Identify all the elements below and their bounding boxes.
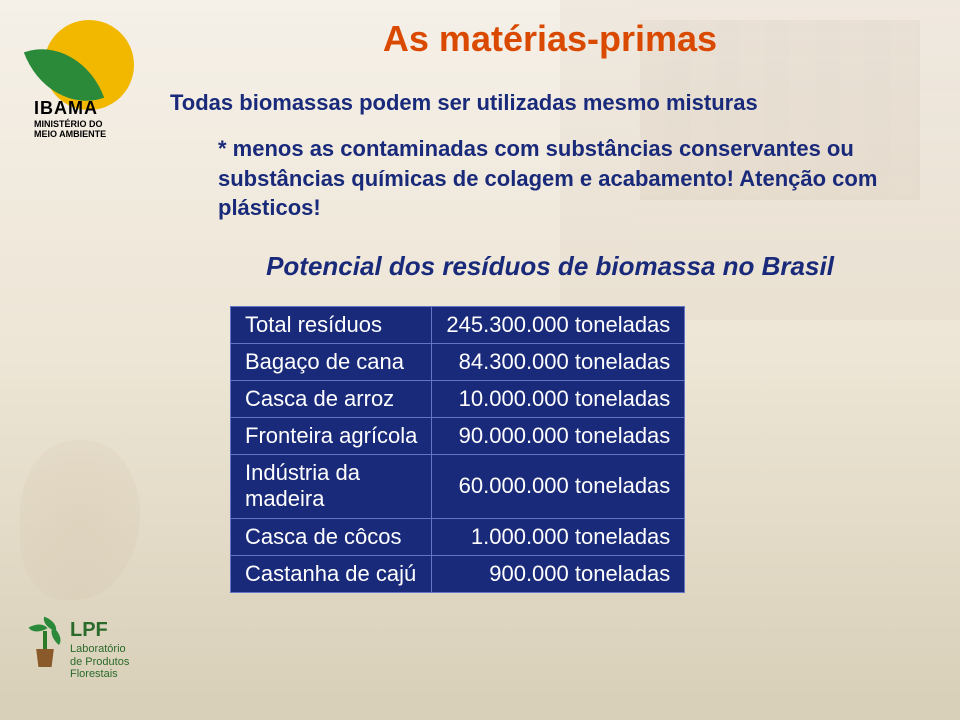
table-row: Indústria damadeira60.000.000 toneladas [231, 455, 685, 519]
lpf-sub2: de Produtos [70, 656, 129, 668]
ibama-logo: IBAMA MINISTÉRIO DO MEIO AMBIENTE [24, 20, 154, 150]
row-label: Bagaço de cana [231, 344, 432, 381]
lpf-subtitle: Laboratório de Produtos Florestais [70, 643, 129, 681]
main-content: As matérias-primas Todas biomassas podem… [170, 18, 930, 593]
row-value: 90.000.000 toneladas [432, 418, 685, 455]
row-label: Fronteira agrícola [231, 418, 432, 455]
plant-icon [24, 615, 66, 667]
slide-title: As matérias-primas [170, 18, 930, 60]
row-value: 10.000.000 toneladas [432, 381, 685, 418]
lpf-sub1: Laboratório [70, 643, 126, 655]
row-value: 1.000.000 toneladas [432, 518, 685, 555]
ministry-line2: MEIO AMBIENTE [34, 129, 106, 139]
subtitle-text: Potencial dos resíduos de biomassa no Br… [170, 251, 930, 282]
background-seed [20, 440, 140, 600]
lpf-logo: LPF Laboratório de Produtos Florestais [24, 615, 154, 700]
note-text: * menos as contaminadas com substâncias … [218, 134, 930, 223]
ibama-name: IBAMA [34, 98, 98, 119]
table-row: Total resíduos245.300.000 toneladas [231, 307, 685, 344]
row-value: 84.300.000 toneladas [432, 344, 685, 381]
table-row: Fronteira agrícola90.000.000 toneladas [231, 418, 685, 455]
ministry-text: MINISTÉRIO DO MEIO AMBIENTE [34, 120, 106, 140]
row-label: Castanha de cajú [231, 555, 432, 592]
row-label: Indústria damadeira [231, 455, 432, 519]
row-value: 60.000.000 toneladas [432, 455, 685, 519]
lpf-sub3: Florestais [70, 668, 118, 680]
table-row: Casca de côcos1.000.000 toneladas [231, 518, 685, 555]
ministry-line1: MINISTÉRIO DO [34, 119, 103, 129]
table-row: Bagaço de cana84.300.000 toneladas [231, 344, 685, 381]
biomass-table: Total resíduos245.300.000 toneladasBagaç… [230, 306, 685, 593]
row-label: Total resíduos [231, 307, 432, 344]
row-value: 245.300.000 toneladas [432, 307, 685, 344]
intro-text: Todas biomassas podem ser utilizadas mes… [170, 90, 930, 116]
row-label: Casca de arroz [231, 381, 432, 418]
table-row: Casca de arroz10.000.000 toneladas [231, 381, 685, 418]
row-label: Casca de côcos [231, 518, 432, 555]
row-value: 900.000 toneladas [432, 555, 685, 592]
table-row: Castanha de cajú900.000 toneladas [231, 555, 685, 592]
lpf-name: LPF [70, 619, 108, 642]
